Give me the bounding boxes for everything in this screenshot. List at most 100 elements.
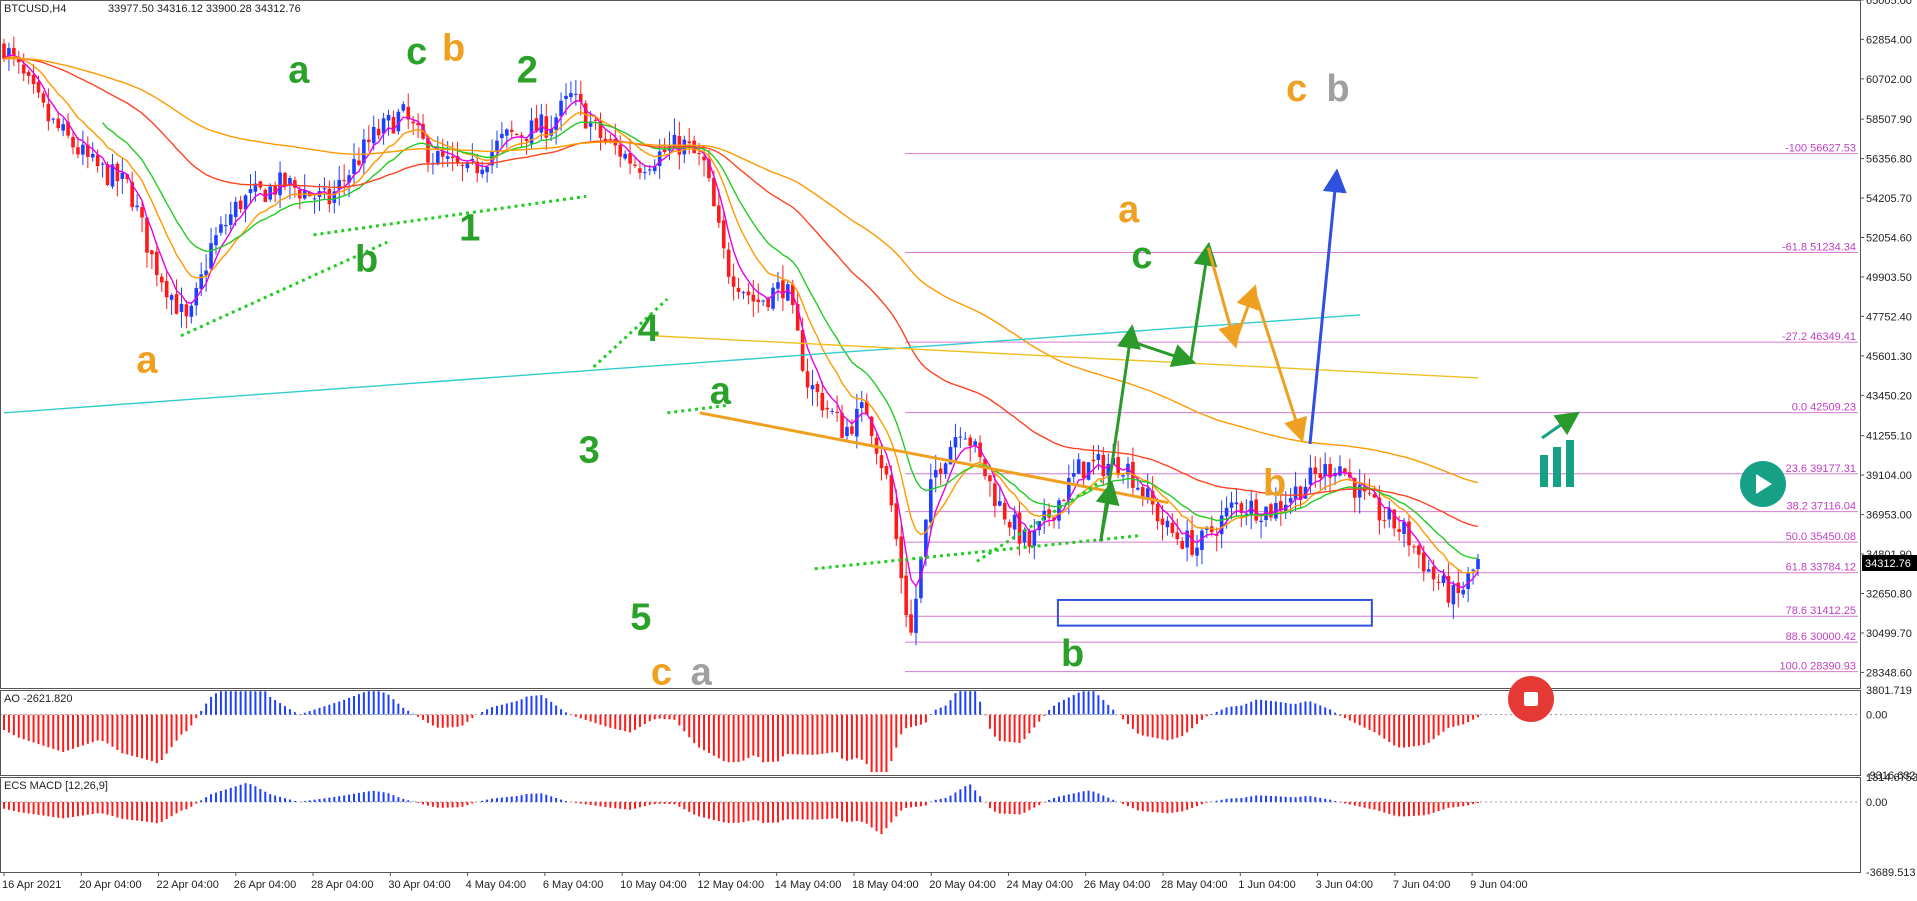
candle-body xyxy=(702,157,706,161)
candle-body xyxy=(510,130,514,132)
candle-body xyxy=(352,159,356,174)
candle-body xyxy=(1175,532,1179,539)
x-tick-label: 1 Jun 04:00 xyxy=(1238,879,1296,891)
candle-body xyxy=(717,205,721,222)
candle-body xyxy=(742,292,746,293)
candle-body xyxy=(1082,462,1086,478)
candle-body xyxy=(569,93,573,97)
symbol-label: BTCUSD,H4 xyxy=(4,3,66,15)
candle-body xyxy=(224,225,228,226)
candle-body xyxy=(1171,523,1175,533)
candle-body xyxy=(830,411,834,412)
candle-body xyxy=(1008,522,1012,528)
candle-body xyxy=(101,164,105,165)
candle-body xyxy=(944,463,948,474)
candle-body xyxy=(1003,503,1007,519)
y-tick-label: 56356.80 xyxy=(1866,154,1912,166)
y-tick-label: 28348.60 xyxy=(1866,667,1912,679)
candle-body xyxy=(47,104,51,121)
candle-body xyxy=(175,294,179,314)
candle-body xyxy=(165,281,169,297)
candle-body xyxy=(32,75,36,84)
bars-icon-bar xyxy=(1553,447,1561,487)
candle-body xyxy=(56,119,60,128)
candle-body xyxy=(934,470,938,477)
candle-body xyxy=(574,94,578,95)
candle-body xyxy=(37,82,41,93)
fib-level-label: -100 56627.53 xyxy=(1785,143,1856,155)
candle-body xyxy=(904,576,908,616)
y-tick-label: 54205.70 xyxy=(1866,193,1912,205)
candle-body xyxy=(42,93,46,102)
x-tick-label: 12 May 04:00 xyxy=(697,879,764,891)
x-tick-label: 18 May 04:00 xyxy=(852,879,919,891)
candle-body xyxy=(1225,508,1229,517)
fib-level-label: 38.2 37116.04 xyxy=(1786,501,1856,513)
candle-body xyxy=(1161,519,1165,525)
bars-icon-bar xyxy=(1540,455,1548,487)
y-tick-label: 39104.00 xyxy=(1866,470,1912,482)
wave-label: c xyxy=(651,651,672,693)
candle-body xyxy=(170,295,174,300)
candle-body xyxy=(618,145,622,157)
candle-body xyxy=(1259,521,1263,522)
x-tick-label: 20 Apr 04:00 xyxy=(79,879,141,891)
y-tick-label: 45601.30 xyxy=(1866,351,1912,363)
candle-body xyxy=(377,129,381,136)
candle-body xyxy=(594,120,598,121)
candle-body xyxy=(633,164,637,165)
candle-body xyxy=(525,139,529,141)
candle-body xyxy=(387,115,391,121)
candle-body xyxy=(959,437,963,438)
x-tick-label: 28 Apr 04:00 xyxy=(311,879,373,891)
wave-label: 5 xyxy=(630,596,651,638)
candle-body xyxy=(845,427,849,436)
fib-level-label: -61.8 51234.34 xyxy=(1782,242,1856,254)
stop-icon-square xyxy=(1524,692,1538,706)
candle-body xyxy=(185,304,189,316)
indicator-tick-label: 0.00 xyxy=(1866,710,1887,722)
candle-body xyxy=(1442,575,1446,583)
x-tick-label: 26 Apr 04:00 xyxy=(234,879,296,891)
candle-body xyxy=(988,475,992,481)
fib-level-label: 88.6 30000.42 xyxy=(1786,631,1856,643)
candle-body xyxy=(382,118,386,133)
candle-body xyxy=(559,101,563,117)
candle-body xyxy=(564,96,568,99)
candle-body xyxy=(480,170,484,174)
candle-body xyxy=(535,118,539,131)
candle-body xyxy=(998,501,1002,505)
candle-body xyxy=(283,173,287,187)
candle-body xyxy=(323,188,327,189)
candle-body xyxy=(1033,530,1037,546)
wave-label: a xyxy=(710,371,732,413)
x-tick-label: 10 May 04:00 xyxy=(620,879,687,891)
candle-body xyxy=(860,402,864,408)
x-tick-label: 4 May 04:00 xyxy=(466,879,527,891)
candle-body xyxy=(811,385,815,389)
candle-body xyxy=(623,154,627,159)
candle-body xyxy=(914,599,918,633)
wave-label: b xyxy=(1263,462,1286,504)
candle-body xyxy=(855,409,859,437)
candle-body xyxy=(1092,460,1096,462)
candle-body xyxy=(885,466,889,474)
fib-level-label: 61.8 33784.12 xyxy=(1786,562,1856,574)
candle-body xyxy=(1358,485,1362,498)
candle-body xyxy=(145,218,149,253)
candle-body xyxy=(51,119,55,120)
candle-body xyxy=(909,614,913,632)
candle-body xyxy=(697,153,701,154)
wave-label: a xyxy=(288,50,310,92)
candle-body xyxy=(76,147,80,154)
candle-body xyxy=(367,140,371,142)
candle-body xyxy=(209,243,213,268)
candle-body xyxy=(1028,531,1032,547)
candle-body xyxy=(1180,541,1184,549)
candle-body xyxy=(540,114,544,132)
candle-body xyxy=(722,220,726,248)
candle-body xyxy=(1166,521,1170,528)
